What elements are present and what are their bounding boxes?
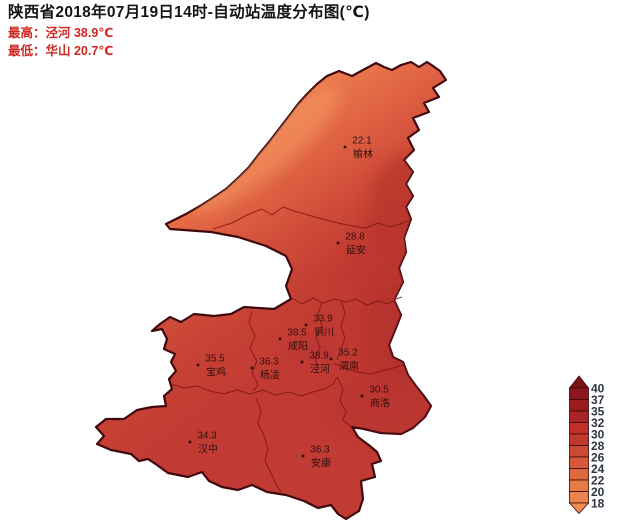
station-dot (189, 441, 192, 444)
station-value: 36.3 (259, 357, 279, 368)
station-value: 36.3 (310, 445, 330, 456)
colorbar-segment (570, 492, 589, 504)
station-value: 38.5 (287, 328, 307, 339)
weather-map-page: 陕西省2018年07月19日14时-自动站温度分布图(℃) 最高：泾河 38.9… (0, 0, 620, 530)
station-dot (337, 242, 340, 245)
temperature-colorbar: 4037353230282624222018 (570, 376, 605, 514)
colorbar-segment (570, 388, 589, 400)
max-temperature-line: 最高：泾河 38.9℃ (8, 26, 370, 40)
station-value: 28.8 (345, 232, 365, 243)
colorbar-tick-label: 18 (591, 497, 605, 511)
station-value: 22.1 (352, 136, 372, 147)
station-name: 渭南 (339, 360, 359, 373)
station-name: 杨凌 (260, 369, 280, 382)
station-dot (251, 367, 254, 370)
station-value: 35.2 (338, 348, 358, 359)
min-temperature-line: 最低：华山 20.7℃ (8, 44, 370, 58)
station-name: 延安 (346, 244, 366, 257)
colorbar-segment (570, 400, 589, 412)
station-name: 泾河 (310, 363, 330, 376)
station-name: 榆林 (353, 148, 373, 161)
map-header: 陕西省2018年07月19日14时-自动站温度分布图(℃) 最高：泾河 38.9… (8, 4, 370, 59)
station-dot (279, 338, 282, 341)
station-name: 汉中 (198, 443, 218, 456)
shaanxi-temperature-map: 22.1榆林 28.8延安 33.9 铜川 38.5 咸阳38.9泾河 35.2渭南 36.3… (0, 0, 620, 530)
station-dot (301, 361, 304, 364)
station-value: 38.9 (309, 351, 329, 362)
station-dot (344, 146, 347, 149)
station-name: 宝鸡 (206, 366, 226, 379)
colorbar-arrow-bottom (570, 503, 589, 514)
station-value: 30.5 (369, 385, 389, 396)
station-name: 安康 (311, 457, 331, 470)
station-name: 咸阳 (288, 341, 308, 353)
colorbar-segment (570, 446, 589, 458)
station-name: 商洛 (370, 397, 390, 410)
station-value: 34.3 (197, 431, 217, 442)
page-title: 陕西省2018年07月19日14时-自动站温度分布图(℃) (8, 4, 370, 22)
station-dot (330, 358, 333, 361)
station-name: 铜川 (314, 327, 334, 339)
colorbar-segment (570, 469, 589, 481)
colorbar-arrow-top (570, 376, 589, 388)
colorbar-segment (570, 411, 589, 423)
colorbar-segment (570, 423, 589, 435)
station-value: 35.5 (205, 354, 225, 365)
colorbar-segment (570, 457, 589, 469)
station-dot (361, 395, 364, 398)
colorbar-segment (570, 480, 589, 492)
station-dot (305, 324, 308, 327)
colorbar-segment (570, 434, 589, 446)
station-dot (197, 364, 200, 367)
station-value: 33.9 (313, 314, 333, 325)
station-dot (302, 455, 305, 458)
